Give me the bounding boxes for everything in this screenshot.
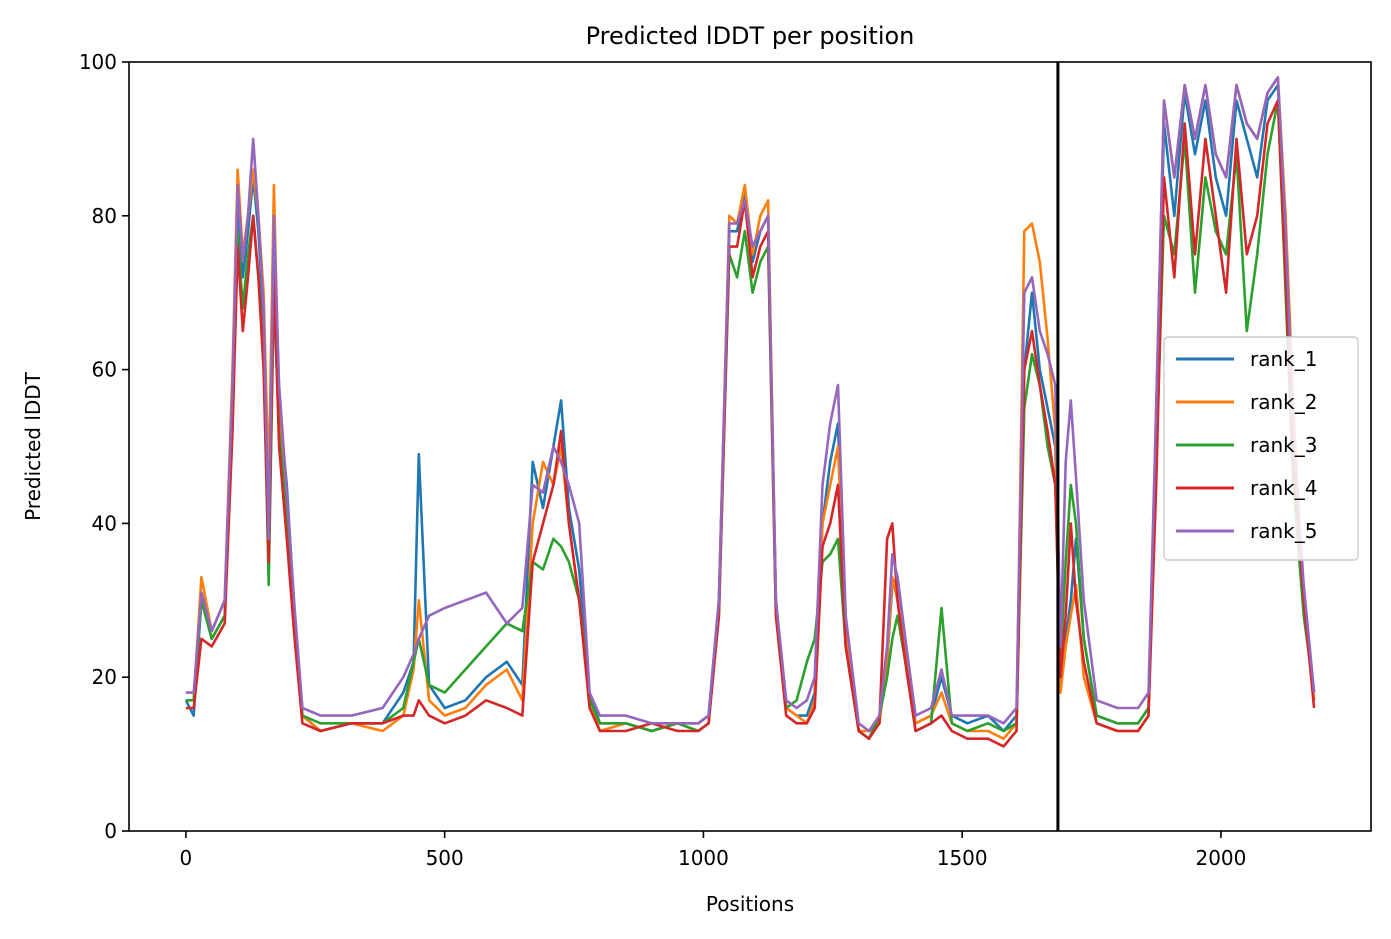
legend-box (1163, 336, 1359, 561)
y-tick-label: 60 (92, 358, 117, 382)
x-tick-label: 1000 (678, 846, 729, 870)
x-axis-label: Positions (706, 892, 794, 916)
legend-label-rank_2: rank_2 (1250, 390, 1317, 414)
x-tick-label: 2000 (1195, 846, 1246, 870)
series-line-rank_2 (185, 76, 1316, 741)
y-axis-label: Predicted lDDT (21, 371, 45, 521)
series-layer (184, 76, 1316, 748)
legend-label-rank_5: rank_5 (1250, 519, 1317, 543)
series-line-rank_1 (184, 83, 1316, 741)
y-tick-label: 0 (104, 819, 117, 843)
y-tick-label: 40 (92, 511, 117, 535)
legend-label-rank_1: rank_1 (1250, 347, 1317, 371)
y-tick-label: 20 (92, 665, 117, 689)
y-tick-label: 100 (79, 50, 117, 74)
axes-layer: 0 500 1000 1500 2000 0 20 40 60 80 100 (79, 50, 1372, 870)
series-line-rank_5 (185, 76, 1316, 733)
x-tick-label: 500 (426, 846, 464, 870)
chart-title: Predicted lDDT per position (586, 22, 915, 50)
x-tick-label: 1500 (937, 846, 988, 870)
x-tick-label: 0 (180, 846, 193, 870)
plot-frame (128, 61, 1372, 832)
legend: rank_1 rank_2 rank_3 rank_4 rank_5 (1163, 336, 1359, 561)
series-line-rank_3 (185, 99, 1316, 741)
legend-label-rank_4: rank_4 (1250, 476, 1317, 500)
series-line-rank_4 (185, 99, 1316, 748)
legend-label-rank_3: rank_3 (1250, 433, 1317, 457)
y-tick-label: 80 (92, 204, 117, 228)
